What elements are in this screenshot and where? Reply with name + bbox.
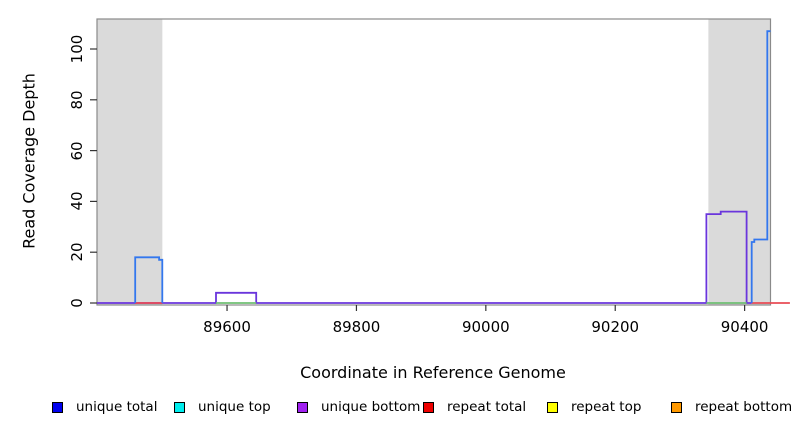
legend-item-repeat-top: repeat top [547,399,641,415]
legend-swatch-icon [297,401,308,413]
y-tick-label: 100 [68,34,86,64]
x-axis-title: Coordinate in Reference Genome [300,363,566,382]
legend-swatch-icon [52,401,63,413]
legend-item-unique-bottom: unique bottom [297,399,420,415]
legend-label: repeat bottom [695,399,792,415]
series-unique-bottom [97,210,752,304]
y-tick-label: 80 [68,90,86,110]
legend-label: unique bottom [321,399,421,415]
legend-label: repeat top [571,399,642,415]
series-unique-total-right-steps- [750,30,771,303]
series-unique-total-left-step- [134,256,164,303]
legend-item-repeat-total: repeat total [423,399,526,415]
y-axis-title: Read Coverage Depth [19,73,39,249]
x-tick-label: 89800 [332,318,381,336]
legend-item-unique-total: unique total [52,399,157,415]
y-tick-label: 0 [68,298,86,308]
y-tick-label: 60 [68,141,86,161]
plot-border [96,18,772,306]
y-tick-label: 40 [68,191,86,211]
x-tick-label: 89600 [203,318,251,336]
legend-swatch-icon [671,401,682,413]
legend-item-repeat-bottom: repeat bottom [671,399,792,415]
legend-swatch-icon [174,401,185,413]
left-gray-region [97,19,163,305]
x-tick-label: 90200 [591,318,640,336]
x-tick-label: 90400 [720,318,769,336]
x-tick-label: 90000 [461,318,510,336]
legend-label: repeat total [447,399,527,415]
legend-label: unique top [198,399,271,415]
legend-swatch-icon [423,401,434,413]
legend-label: unique total [76,399,158,415]
y-tick-label: 20 [68,242,86,262]
legend-item-unique-top: unique top [174,399,271,415]
right-gray-region [708,19,771,305]
legend-swatch-icon [547,401,558,413]
